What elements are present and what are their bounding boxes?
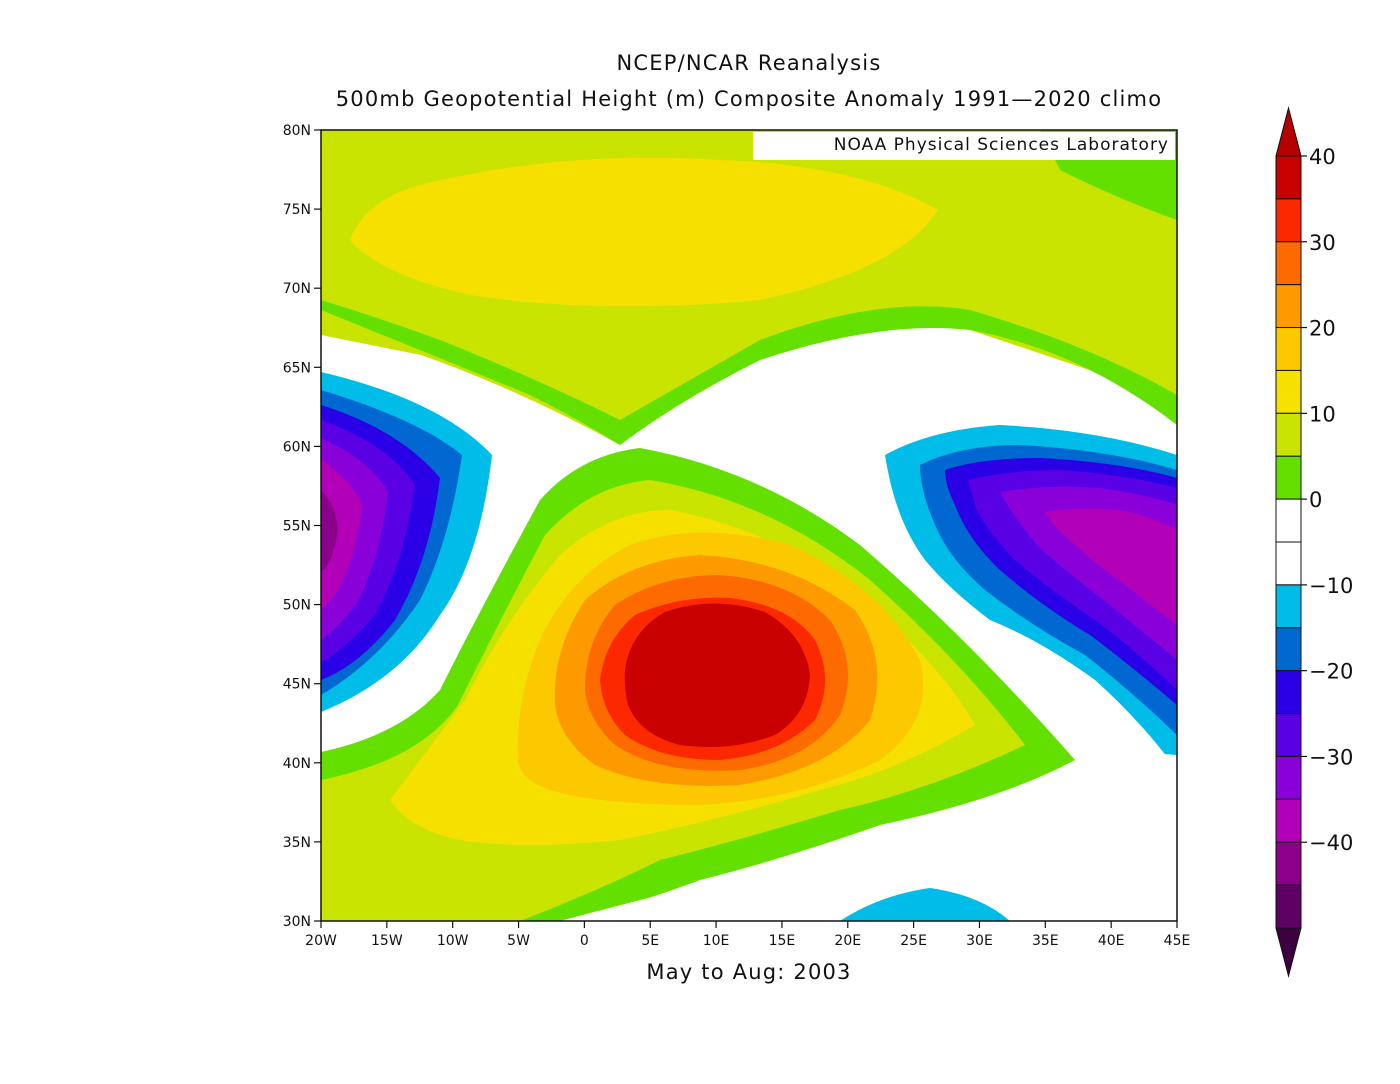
lon-tick-label-11: 35E bbox=[1032, 933, 1059, 949]
period-label: May to Aug: 2003 bbox=[646, 960, 851, 984]
lat-tick-label-2: 40N bbox=[283, 756, 311, 772]
lon-tick-label-6: 10E bbox=[703, 933, 730, 949]
colorbar-label-2: 20 bbox=[1309, 317, 1336, 341]
lon-tick-label-8: 20E bbox=[834, 933, 861, 949]
colorbar-bin-12 bbox=[1275, 670, 1302, 715]
colorbar-bin-6 bbox=[1275, 412, 1302, 457]
colorbar-label-5: −10 bbox=[1309, 574, 1353, 598]
lat-tick-label-10: 80N bbox=[283, 123, 311, 139]
colorbar-bin-15 bbox=[1275, 798, 1302, 843]
colorbar-bin-0 bbox=[1275, 155, 1302, 200]
lat-tick-label-8: 70N bbox=[283, 281, 311, 297]
anomaly-low-atlantic-30 bbox=[321, 460, 362, 610]
lat-tick-label-7: 65N bbox=[283, 360, 311, 376]
credit-label: NOAA Physical Sciences Laboratory bbox=[834, 135, 1169, 155]
colorbar-bin-11 bbox=[1275, 627, 1302, 672]
colorbar-label-4: 0 bbox=[1309, 488, 1322, 512]
anomaly-low-south-5b bbox=[840, 888, 1010, 921]
lon-tick-label-10: 30E bbox=[966, 933, 993, 949]
colorbar-bin-14 bbox=[1275, 755, 1302, 800]
figure-subtitle: 500mb Geopotential Height (m) Composite … bbox=[336, 87, 1163, 111]
colorbar-bin-9 bbox=[1275, 541, 1302, 586]
colorbar-under-arrow bbox=[1275, 927, 1302, 978]
credit-box bbox=[753, 132, 1175, 160]
lon-tick-label-0: 20W bbox=[305, 933, 337, 949]
colorbar-bin-7 bbox=[1275, 455, 1302, 500]
lat-tick-label-9: 75N bbox=[283, 202, 311, 218]
lon-tick-label-7: 15E bbox=[769, 933, 796, 949]
anomaly-band-north-5 bbox=[321, 300, 1177, 445]
anomaly-core-north-20 bbox=[350, 157, 938, 307]
longitude-axis: 20W 15W 10W 5W 0 5E 10E 15E 20E 25E 30E 35E 40E 45E bbox=[305, 921, 1190, 949]
lat-tick-label-6: 60N bbox=[283, 439, 311, 455]
colorbar-over-arrow bbox=[1275, 106, 1302, 157]
colorbar-label-0: 40 bbox=[1309, 145, 1336, 169]
lon-tick-label-13: 45E bbox=[1164, 933, 1191, 949]
anomaly-neutral-south bbox=[560, 753, 1177, 921]
colorbar-bin-1 bbox=[1275, 198, 1302, 243]
lat-tick-label-0: 30N bbox=[283, 914, 311, 930]
lon-tick-label-3: 5W bbox=[507, 933, 530, 949]
colorbar-bin-5 bbox=[1275, 369, 1302, 414]
colorbar-label-8: −40 bbox=[1309, 831, 1353, 855]
colorbar-bin-8 bbox=[1275, 498, 1302, 543]
anomaly-low-atlantic-35 bbox=[321, 490, 338, 572]
lat-tick-label-3: 45N bbox=[283, 677, 311, 693]
colorbar-bin-16 bbox=[1275, 841, 1302, 886]
colorbar-bin-17 bbox=[1275, 884, 1302, 929]
latitude-axis: 30N 35N 40N 45N 50N 55N 60N 65N 70N 75N 80N bbox=[283, 123, 321, 930]
lat-tick-label-5: 55N bbox=[283, 519, 311, 535]
lon-tick-label-5: 5E bbox=[641, 933, 659, 949]
colorbar-bin-4 bbox=[1275, 327, 1302, 371]
colorbar-bin-10 bbox=[1275, 584, 1302, 629]
lon-tick-label-2: 10W bbox=[437, 933, 469, 949]
colorbar-label-6: −20 bbox=[1309, 660, 1353, 684]
anomaly-low-russia-30 bbox=[1045, 508, 1177, 625]
figure-title: NCEP/NCAR Reanalysis bbox=[617, 51, 882, 75]
lon-tick-label-9: 25E bbox=[900, 933, 927, 949]
colorbar: 40 30 20 10 0 −10 −20 −30 −40 bbox=[1275, 106, 1353, 978]
lat-tick-label-1: 35N bbox=[283, 835, 311, 851]
colorbar-bin-3 bbox=[1275, 284, 1302, 329]
lat-tick-label-4: 50N bbox=[283, 598, 311, 614]
lon-tick-label-12: 40E bbox=[1098, 933, 1125, 949]
map-area: NOAA Physical Sciences Laboratory bbox=[321, 130, 1177, 921]
colorbar-label-3: 10 bbox=[1309, 402, 1336, 426]
lon-tick-label-1: 15W bbox=[371, 933, 403, 949]
colorbar-bin-13 bbox=[1275, 713, 1302, 757]
anomaly-high-europe-40 bbox=[624, 603, 810, 748]
colorbar-bin-2 bbox=[1275, 241, 1302, 286]
lon-tick-label-4: 0 bbox=[580, 933, 589, 949]
colorbar-label-7: −30 bbox=[1309, 745, 1353, 769]
colorbar-label-1: 30 bbox=[1309, 231, 1336, 255]
